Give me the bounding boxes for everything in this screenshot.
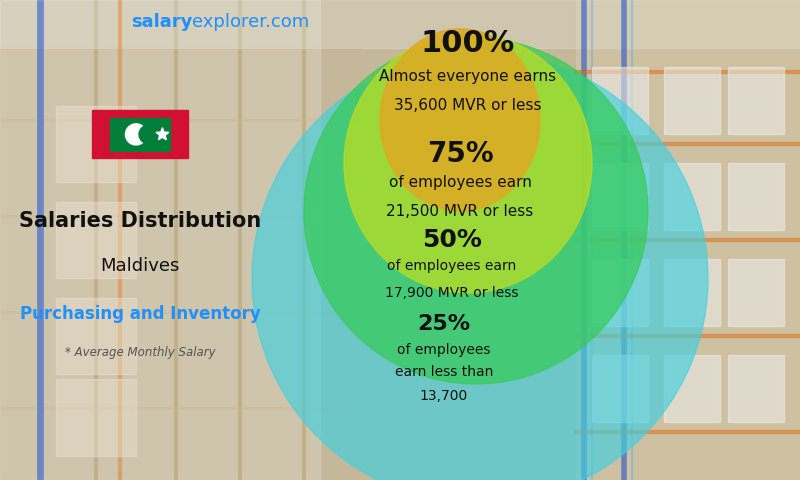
Text: 21,500 MVR or less: 21,500 MVR or less (386, 204, 534, 219)
Text: explorer.com: explorer.com (192, 12, 310, 31)
Ellipse shape (304, 38, 648, 384)
Ellipse shape (252, 53, 708, 480)
Text: * Average Monthly Salary: * Average Monthly Salary (65, 346, 215, 360)
Bar (664, 355, 720, 422)
Bar (576, 0, 800, 480)
Bar (0, 0, 320, 480)
Text: Salaries Distribution: Salaries Distribution (19, 211, 261, 231)
Bar (0, 0, 800, 48)
FancyBboxPatch shape (92, 110, 188, 158)
Text: Maldives: Maldives (100, 257, 180, 276)
Bar (592, 259, 648, 326)
Text: 50%: 50% (422, 228, 482, 252)
Text: 13,700: 13,700 (420, 389, 468, 403)
Ellipse shape (126, 124, 146, 145)
Bar (664, 259, 720, 326)
Bar (592, 163, 648, 230)
Bar (56, 106, 136, 182)
Text: 25%: 25% (418, 314, 470, 334)
Text: salary: salary (130, 12, 192, 31)
Bar (728, 163, 784, 230)
Text: 100%: 100% (421, 29, 515, 58)
Text: of employees earn: of employees earn (387, 259, 517, 274)
Text: of employees earn: of employees earn (389, 175, 531, 190)
Bar (664, 67, 720, 134)
Text: 17,900 MVR or less: 17,900 MVR or less (386, 286, 518, 300)
Text: Purchasing and Inventory: Purchasing and Inventory (20, 305, 260, 324)
Ellipse shape (344, 34, 592, 293)
Ellipse shape (139, 125, 157, 144)
Bar (592, 67, 648, 134)
Bar (728, 259, 784, 326)
Text: Almost everyone earns: Almost everyone earns (379, 69, 557, 84)
Text: of employees: of employees (398, 343, 490, 358)
Bar (56, 298, 136, 374)
Polygon shape (156, 128, 169, 140)
Bar (592, 355, 648, 422)
Text: 75%: 75% (426, 140, 494, 168)
Text: 35,600 MVR or less: 35,600 MVR or less (394, 98, 542, 113)
FancyBboxPatch shape (110, 118, 170, 151)
Bar (56, 202, 136, 278)
Bar (728, 355, 784, 422)
Bar (56, 379, 136, 456)
Text: earn less than: earn less than (395, 365, 493, 379)
Bar (728, 67, 784, 134)
Ellipse shape (380, 29, 540, 211)
Bar (664, 163, 720, 230)
